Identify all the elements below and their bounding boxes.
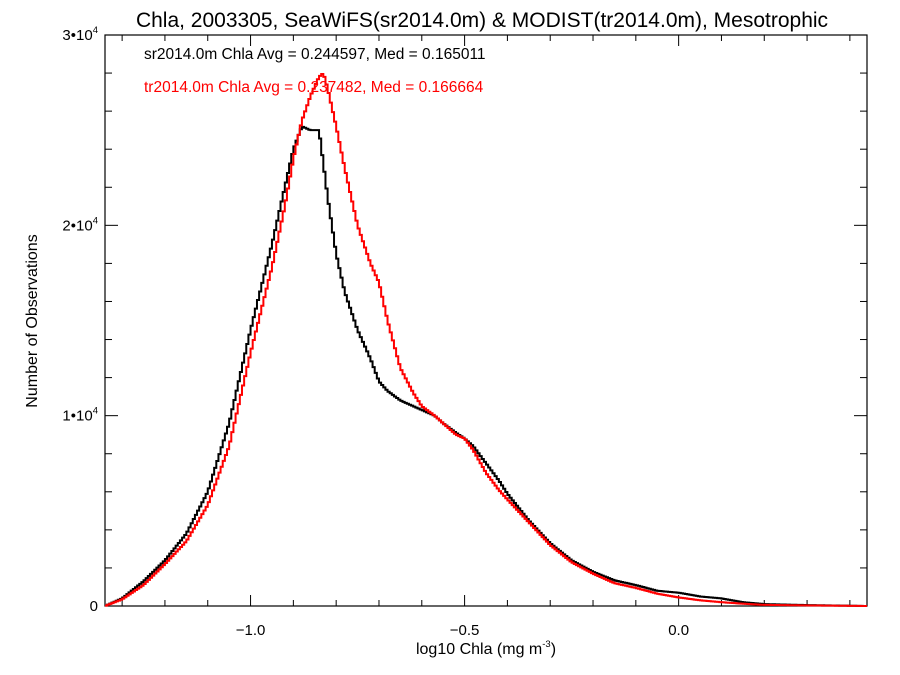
y-tick-label-base: 0 bbox=[90, 598, 98, 615]
x-axis-label-main: log10 Chla (mg m bbox=[416, 641, 542, 658]
x-axis-label-superscript: -3 bbox=[542, 639, 550, 650]
plot-area bbox=[104, 34, 868, 607]
x-axis-label: log10 Chla (mg m-3) bbox=[416, 639, 556, 658]
annotation-sr-stats: sr2014.0m Chla Avg = 0.244597, Med = 0.1… bbox=[144, 46, 486, 63]
y-tick-label-exponent: 4 bbox=[93, 25, 98, 36]
y-tick-label: 0 bbox=[90, 598, 98, 615]
y-tick-label-base: 1•10 bbox=[62, 408, 92, 425]
x-tick-label: −1.0 bbox=[236, 622, 266, 639]
x-axis-label-close: ) bbox=[551, 641, 556, 658]
y-tick-label-base: 3•10 bbox=[62, 27, 92, 44]
y-tick-label: 2•104 bbox=[62, 215, 98, 234]
y-tick-label: 3•104 bbox=[62, 25, 98, 44]
series-modist-line bbox=[105, 73, 867, 607]
chart-title: Chla, 2003305, SeaWiFS(sr2014.0m) & MODI… bbox=[136, 9, 828, 32]
y-tick-label-base: 2•10 bbox=[62, 217, 92, 234]
x-tick-labels: −1.0 −0.5 0.0 bbox=[236, 622, 689, 639]
x-tick-label: −0.5 bbox=[450, 622, 480, 639]
plot-frame bbox=[104, 34, 868, 607]
y-axis-label: Number of Observations bbox=[24, 234, 41, 407]
series-layer bbox=[105, 73, 867, 607]
annotation-tr-stats: tr2014.0m Chla Avg = 0.237482, Med = 0.1… bbox=[144, 79, 484, 96]
y-tick-label-exponent: 4 bbox=[93, 406, 98, 417]
x-tick-label: 0.0 bbox=[668, 622, 689, 639]
tick-marks bbox=[105, 34, 867, 607]
series-seawifs-line bbox=[105, 125, 867, 607]
y-tick-label: 1•104 bbox=[62, 406, 98, 425]
y-tick-label-exponent: 4 bbox=[93, 215, 98, 226]
